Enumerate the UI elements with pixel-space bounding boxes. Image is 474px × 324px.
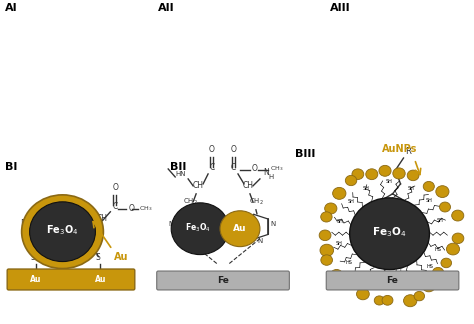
Text: SH: SH [426, 198, 433, 203]
Text: C: C [231, 163, 236, 172]
FancyBboxPatch shape [326, 271, 459, 290]
Ellipse shape [22, 195, 103, 269]
Ellipse shape [414, 291, 425, 301]
Ellipse shape [319, 230, 331, 241]
Ellipse shape [320, 244, 334, 256]
FancyBboxPatch shape [157, 271, 289, 290]
Text: O: O [231, 145, 237, 154]
Text: HS: HS [435, 247, 441, 252]
Text: SH: SH [337, 219, 344, 224]
Text: N: N [183, 238, 189, 244]
Text: AuNPs: AuNPs [382, 144, 417, 154]
Text: Fe$_3$O$_4$: Fe$_3$O$_4$ [373, 225, 407, 238]
Text: AII: AII [158, 3, 175, 13]
Text: SH: SH [407, 186, 414, 191]
Ellipse shape [346, 276, 356, 285]
Text: SH: SH [437, 218, 443, 223]
Text: HN: HN [175, 171, 185, 177]
Text: N: N [263, 168, 269, 177]
Text: HS: HS [409, 276, 416, 282]
Text: CH$_3$: CH$_3$ [270, 165, 283, 173]
Ellipse shape [352, 169, 364, 179]
Text: N: N [75, 203, 82, 212]
Ellipse shape [452, 233, 464, 244]
Text: CH$_3$: CH$_3$ [139, 204, 153, 213]
Text: AIII: AIII [330, 3, 350, 13]
Ellipse shape [407, 170, 419, 181]
Ellipse shape [350, 198, 429, 270]
Ellipse shape [321, 255, 332, 265]
Ellipse shape [403, 295, 417, 307]
Ellipse shape [330, 270, 343, 280]
Text: N: N [257, 238, 263, 244]
Text: BIII: BIII [295, 149, 315, 159]
Text: HS: HS [386, 283, 393, 288]
Text: H: H [72, 210, 77, 216]
Text: C: C [112, 202, 118, 211]
Text: HS: HS [346, 260, 353, 265]
Text: N: N [169, 221, 174, 227]
Ellipse shape [220, 211, 260, 247]
Text: CH: CH [192, 181, 204, 190]
Text: SH: SH [348, 200, 355, 204]
Text: CH: CH [96, 214, 108, 223]
Text: S: S [95, 253, 100, 261]
Ellipse shape [374, 296, 384, 305]
Text: BI: BI [5, 162, 17, 172]
Ellipse shape [441, 258, 452, 268]
Ellipse shape [356, 288, 369, 300]
Text: SH: SH [386, 179, 393, 184]
Ellipse shape [321, 212, 332, 222]
Ellipse shape [423, 181, 434, 191]
Text: HS: HS [363, 276, 370, 282]
Ellipse shape [171, 203, 229, 255]
Text: Au: Au [30, 275, 41, 284]
Text: Fe$_3$O$_4$: Fe$_3$O$_4$ [46, 223, 79, 237]
Ellipse shape [447, 243, 459, 255]
Ellipse shape [325, 203, 337, 214]
Text: O: O [208, 145, 214, 154]
Ellipse shape [393, 168, 405, 179]
Text: HS: HS [426, 264, 433, 269]
Text: Au: Au [114, 252, 129, 261]
Text: O: O [112, 183, 118, 192]
Ellipse shape [366, 169, 378, 179]
Text: SH: SH [335, 241, 342, 246]
Text: R: R [405, 147, 411, 156]
Ellipse shape [439, 202, 450, 212]
Text: Fe$_3$O$_4$: Fe$_3$O$_4$ [185, 222, 211, 234]
Text: N: N [270, 221, 275, 227]
Text: SH: SH [363, 186, 370, 191]
Text: R: R [20, 219, 26, 228]
Text: Fe: Fe [387, 276, 399, 285]
Text: CH$_2$: CH$_2$ [81, 232, 96, 243]
Text: C: C [210, 163, 215, 172]
Ellipse shape [432, 267, 444, 278]
Text: H: H [268, 174, 273, 180]
Ellipse shape [333, 187, 346, 199]
Text: CH: CH [243, 181, 254, 190]
Text: O: O [128, 204, 134, 213]
Text: O: O [414, 229, 420, 238]
FancyBboxPatch shape [7, 269, 135, 290]
Text: Au: Au [233, 224, 247, 233]
Text: CH$_2$: CH$_2$ [248, 197, 264, 207]
Text: AI: AI [5, 3, 18, 13]
Text: S: S [30, 253, 35, 261]
Text: O: O [365, 229, 370, 238]
Ellipse shape [379, 165, 391, 176]
Ellipse shape [452, 210, 464, 221]
Ellipse shape [382, 295, 393, 305]
Ellipse shape [436, 186, 449, 198]
Ellipse shape [29, 202, 95, 261]
Text: BII: BII [170, 162, 187, 172]
Text: O: O [252, 165, 258, 173]
Ellipse shape [422, 280, 435, 292]
Text: CH$_2$: CH$_2$ [182, 197, 198, 207]
Text: Fe: Fe [217, 276, 229, 285]
Text: Au: Au [95, 275, 106, 284]
Ellipse shape [346, 175, 357, 186]
